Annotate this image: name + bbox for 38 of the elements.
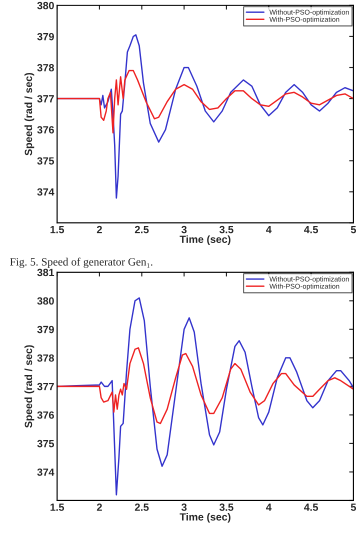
y-axis-title: Speed (rad / sec) [24,72,34,156]
y-tick-label: 374 [37,468,54,476]
x-tick-label: 1.5 [50,226,64,234]
line-series [57,70,354,134]
y-tick-label: 378 [37,354,54,362]
x-tick-label: 2 [96,226,102,234]
x-tick-label: 2.5 [134,226,149,234]
caption: Fig. 5. Speed of generator Gen₁. [10,258,152,268]
y-tick-label: 375 [37,157,54,165]
y-tick-label: 379 [37,32,54,40]
x-tick-label: 3.5 [219,226,234,234]
y-tick-label: 379 [37,326,54,334]
y-tick-label: 376 [37,126,54,134]
x-tick-label: 4.5 [304,504,318,511]
y-tick-label: 381 [37,268,54,276]
y-tick-label: 377 [37,382,54,390]
x-tick-label: 2 [96,504,102,511]
y-axis-title: Speed (rad / sec) [24,345,34,428]
x-tick-label: 4 [266,226,272,234]
y-tick-label: 378 [37,64,54,72]
x-tick-label: 2.5 [134,504,149,511]
x-tick-label: 3.5 [219,504,234,511]
x-axis-title: Time (sec) [180,512,230,523]
x-tick-label: 5 [350,226,356,234]
x-tick-label: 4.5 [304,226,318,234]
x-tick-label: 3 [181,504,187,511]
y-tick-label: 375 [37,440,54,448]
y-tick-label: 376 [37,411,54,419]
y-tick-label: 380 [37,2,54,10]
y-tick-label: 380 [37,297,54,305]
y-tick-label: 377 [37,95,54,102]
x-axis-title: Time (sec) [180,235,230,246]
line-series [57,347,354,424]
x-tick-label: 3 [181,226,187,234]
y-tick-label: 374 [37,188,54,196]
x-tick-label: 5 [350,504,356,511]
x-tick-label: 4 [266,504,272,511]
x-tick-label: 1.5 [50,504,64,511]
